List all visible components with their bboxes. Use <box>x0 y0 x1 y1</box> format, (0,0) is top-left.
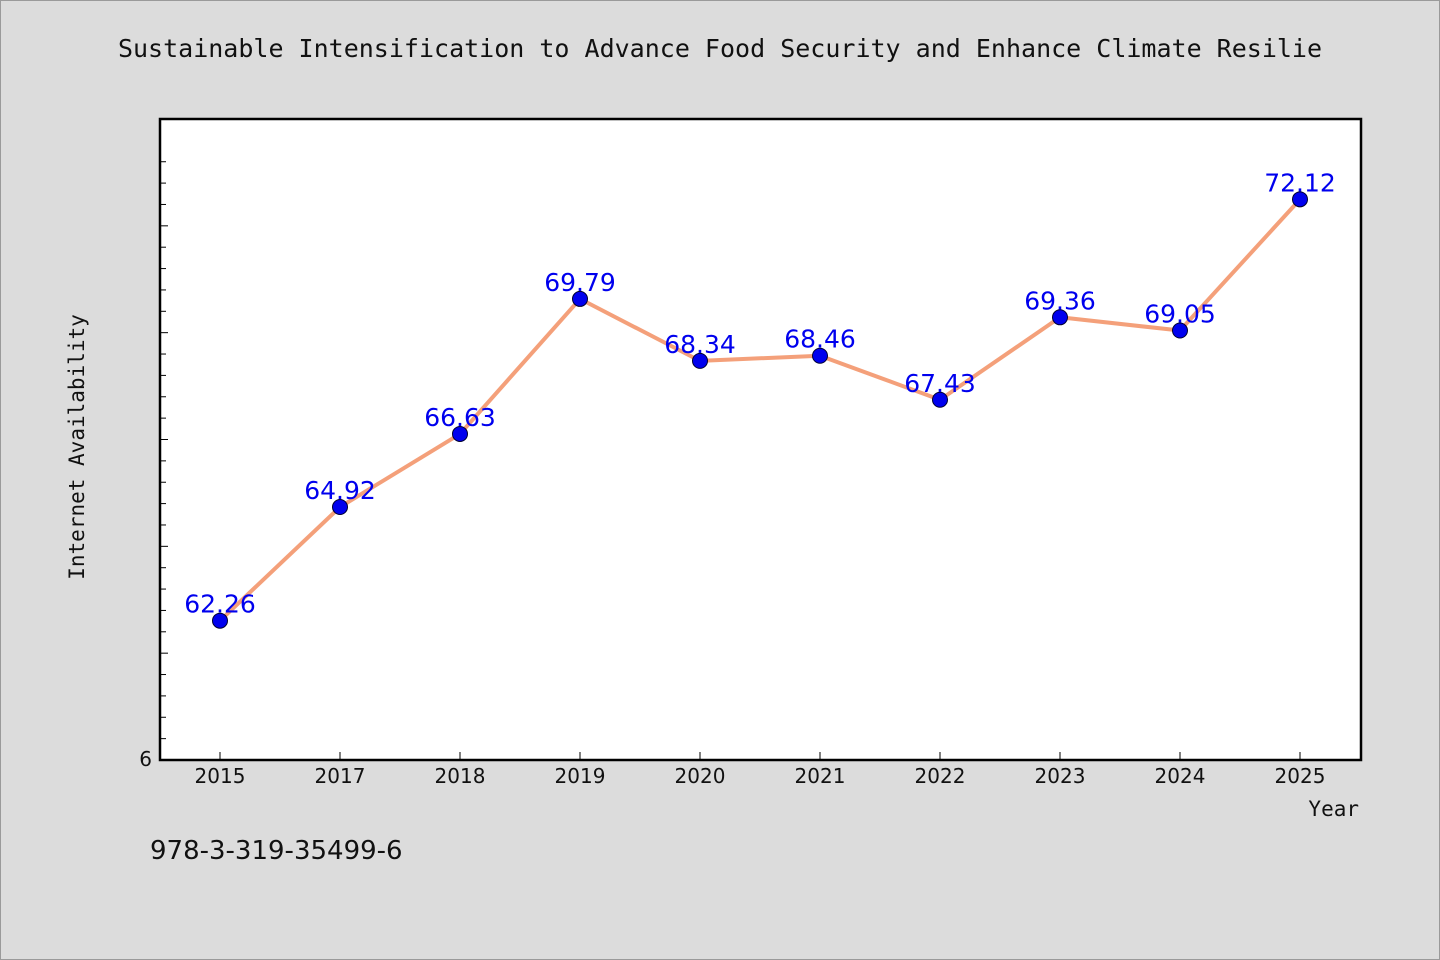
y-tick-label: 6 <box>139 747 152 771</box>
data-label: 62.26 <box>184 590 256 619</box>
data-label: 68.34 <box>664 330 736 359</box>
x-tick-label: 2019 <box>555 764 606 788</box>
data-label: 64.92 <box>304 476 376 505</box>
plot-area <box>158 117 1363 762</box>
series-group: 62.26 64.92 66.63 69.79 68.34 68.46 67.43 69.36… <box>184 168 1336 629</box>
data-label: 67.43 <box>904 369 976 398</box>
data-point <box>332 499 348 516</box>
x-axis-label: Year <box>1308 797 1359 821</box>
data-point <box>1292 191 1308 208</box>
data-label: 66.63 <box>424 403 496 432</box>
data-label: 68.46 <box>784 325 856 354</box>
data-point <box>932 391 948 408</box>
data-point <box>572 290 588 307</box>
x-tick-label: 2023 <box>1035 764 1086 788</box>
data-point <box>452 425 468 442</box>
series-line <box>218 197 1302 623</box>
data-point <box>1052 309 1068 326</box>
chart-title: Sustainable Intensification to Advance F… <box>117 34 1323 63</box>
x-tick-label: 2022 <box>915 764 966 788</box>
data-label: 69.36 <box>1024 286 1096 315</box>
data-point <box>1172 322 1188 339</box>
data-label: 69.05 <box>1144 300 1216 329</box>
x-axis-ticks: 2015 2017 2018 2019 2020 2021 2022 2023 2024 2025 <box>195 752 1326 788</box>
isbn-text: 978-3-319-35499-6 <box>150 836 403 866</box>
y-axis-ticks: 6 <box>139 161 168 771</box>
y-axis-label: Internet Availability <box>65 314 89 580</box>
data-point <box>812 347 828 364</box>
x-tick-label: 2020 <box>675 764 726 788</box>
data-point <box>692 352 708 369</box>
x-tick-label: 2015 <box>195 764 246 788</box>
x-tick-label: 2024 <box>1155 764 1206 788</box>
data-label: 72.12 <box>1264 168 1336 197</box>
data-label: 69.79 <box>544 268 616 297</box>
x-tick-label: 2017 <box>315 764 366 788</box>
x-tick-label: 2025 <box>1275 764 1326 788</box>
x-tick-label: 2021 <box>795 764 846 788</box>
x-tick-label: 2018 <box>435 764 486 788</box>
data-point <box>212 612 228 629</box>
